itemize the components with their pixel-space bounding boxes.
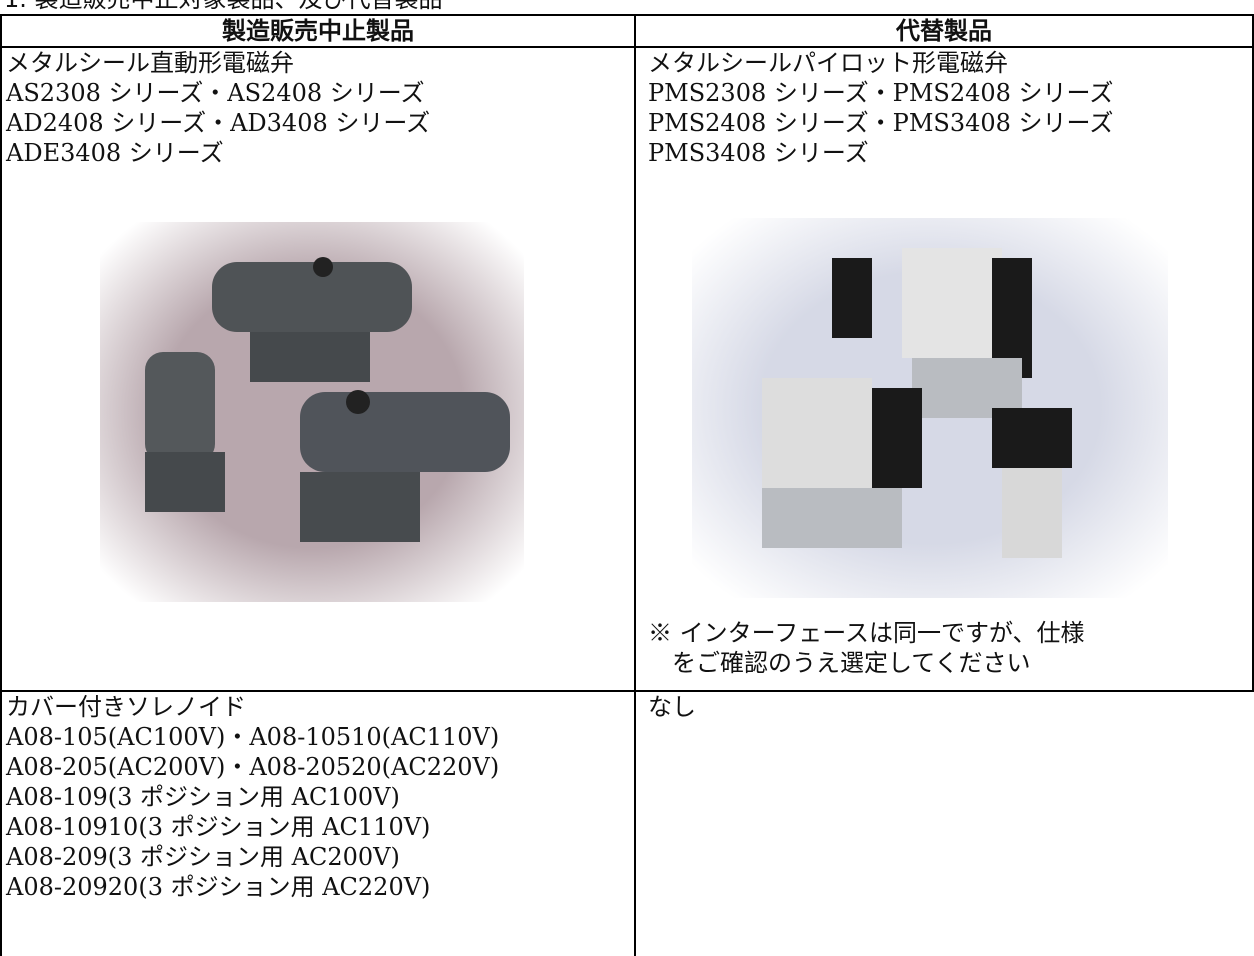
cell: メタルシールパイロット形電磁弁 PMS2308 シリーズ・PMS2408 シリーズ… [648,48,1113,168]
border [1252,14,1254,692]
cell-line: PMS2308 シリーズ・PMS2408 シリーズ [648,79,1114,107]
header-cell: 代替製品 [896,17,992,45]
cell-line: なし [648,693,696,721]
cell: カバー付きソレノイド A08-105(AC100V)・A08-10510(AC11… [6,692,499,902]
cell-line: A08-209(3 ポジション用 AC200V) [6,843,400,871]
cell-line: AD2408 シリーズ・AD3408 シリーズ [6,109,431,137]
header-cell: 製造販売中止製品 [222,17,414,45]
cell: メタルシール直動形電磁弁 AS2308 シリーズ・AS2408 シリーズ AD240… [6,48,430,168]
cell-line: メタルシールパイロット形電磁弁 [648,49,1008,77]
border [0,14,1254,16]
cell-line: カバー付きソレノイド [6,693,246,721]
border [634,14,636,956]
note: ※ インターフェースは同一ですが、仕様 をご確認のうえ選定してください [648,618,1085,678]
cell-line: A08-10910(3 ポジション用 AC110V) [6,813,431,841]
cell-line: ※ インターフェースは同一ですが、仕様 [648,619,1085,647]
cell-line: A08-109(3 ポジション用 AC100V) [6,783,400,811]
cell-line: をご確認のうえ選定してください [672,649,1031,677]
cell-line: PMS2408 シリーズ・PMS3408 シリーズ [648,109,1114,137]
cell-line: A08-20920(3 ポジション用 AC220V) [6,873,431,901]
border [0,14,2,956]
product-photo [100,222,524,602]
title: 1. 製造販売中止対象製品、及び代替製品 [4,0,443,14]
cell-line: メタルシール直動形電磁弁 [6,49,294,77]
product-photo [692,218,1168,598]
border [0,46,1254,48]
cell-line: AS2308 シリーズ・AS2408 シリーズ [6,79,425,107]
cell-line: A08-205(AC200V)・A08-20520(AC220V) [6,753,500,781]
cell-line: ADE3408 シリーズ [6,139,224,167]
cell: なし [648,692,696,722]
border [0,690,1254,692]
cell-line: A08-105(AC100V)・A08-10510(AC110V) [6,723,500,751]
cell-line: PMS3408 シリーズ [648,139,869,167]
